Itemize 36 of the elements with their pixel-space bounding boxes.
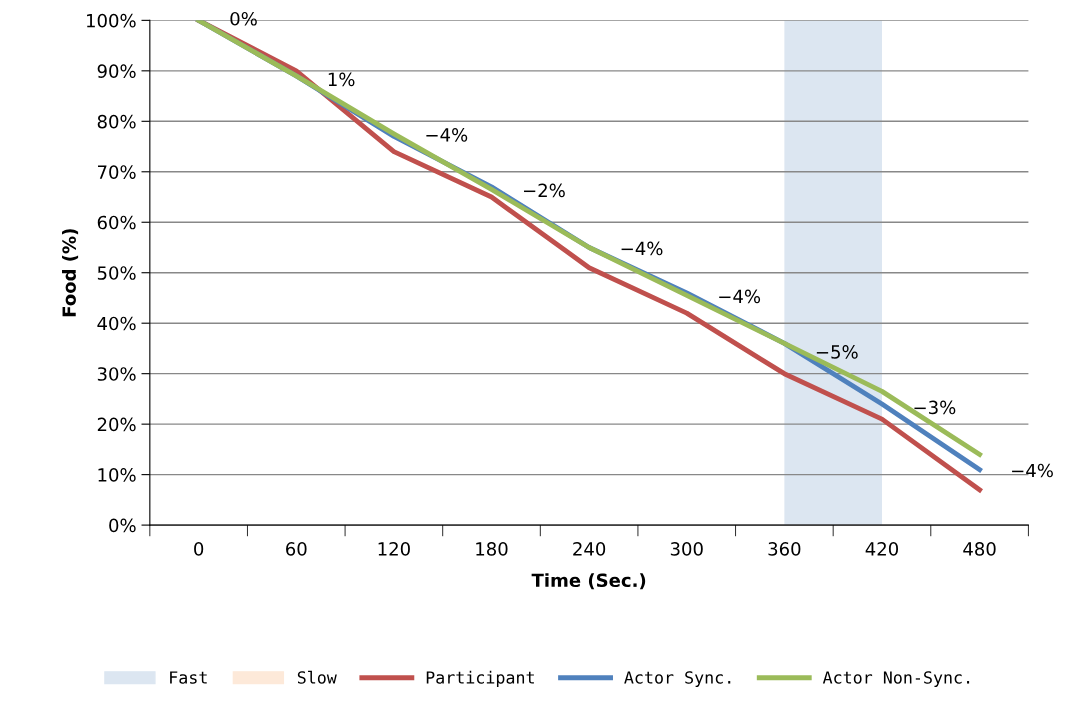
x-tick-label: 0	[194, 542, 204, 556]
annotation: 0%	[230, 11, 257, 26]
x-tick-label: 180	[476, 542, 508, 556]
y-tick-label: 30%	[97, 367, 136, 381]
x-tick-label: 240	[573, 542, 606, 556]
x-tick-label: 60	[286, 542, 307, 556]
y-tick-label: 20%	[97, 417, 136, 432]
y-axis-title: Food (%)	[62, 229, 79, 317]
annotation: −4%	[719, 289, 761, 304]
legend-label: Fast	[170, 671, 207, 684]
y-tick-label: 50%	[97, 266, 136, 280]
legend-label: Slow	[297, 670, 337, 684]
y-tick-label: 90%	[97, 64, 136, 78]
y-tick-label: 80%	[97, 114, 136, 129]
annotation: −2%	[523, 183, 565, 198]
x-tick-label: 120	[378, 542, 410, 556]
annotation: −4%	[426, 128, 468, 142]
y-tick-label: 40%	[97, 316, 136, 331]
y-tick-label: 100%	[87, 13, 136, 28]
annotation: −4%	[1012, 463, 1053, 478]
annotation: −5%	[816, 345, 858, 359]
x-tick-label: 420	[865, 542, 899, 556]
annotation: −4%	[621, 241, 663, 256]
x-tick-label: 480	[963, 542, 996, 556]
y-tick-label: 60%	[97, 215, 136, 230]
legend-label: Actor Non-Sync.	[822, 671, 970, 687]
annotation: −3%	[914, 400, 956, 415]
legend-label: Participant	[426, 670, 534, 687]
y-tick-label: 70%	[98, 165, 136, 179]
y-tick-label: 0%	[109, 518, 136, 533]
legend-label: Actor Sync.	[624, 671, 731, 687]
x-axis-title: Time (Sec.)	[531, 573, 646, 590]
annotation: 1%	[328, 72, 355, 87]
y-tick-label: 10%	[98, 468, 136, 482]
x-tick-label: 300	[670, 542, 703, 556]
x-tick-label: 360	[768, 542, 801, 556]
